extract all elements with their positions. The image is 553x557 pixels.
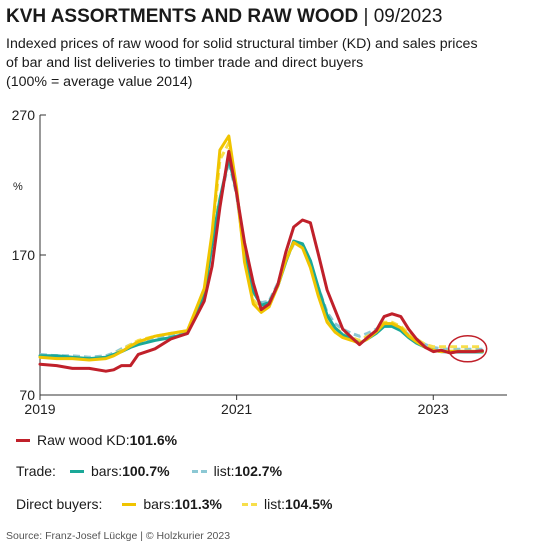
chart-series — [38, 134, 484, 373]
y-axis-unit: % — [13, 181, 23, 193]
series-line-raw-wood-kd — [38, 149, 484, 373]
legend-swatch-trade-bars — [69, 469, 84, 473]
title-main: KVH ASSORTMENTS AND RAW WOOD — [6, 6, 359, 27]
legend-trade-list-value: 102.7% — [234, 463, 283, 479]
legend-direct-list-value: 104.5% — [284, 496, 333, 512]
legend-trade-label: Trade: — [16, 463, 56, 479]
legend-swatch-raw-wood — [16, 438, 30, 442]
chart-subtitle: Indexed prices of raw wood for solid str… — [6, 35, 546, 92]
line-chart: 70 170 270% 2019 2021 2023 — [12, 107, 507, 417]
legend-trade-bars-label: bars: — [90, 463, 123, 479]
legend-direct-label: Direct buyers: — [16, 496, 103, 512]
legend-swatch-direct-list — [241, 502, 257, 506]
x-tick-label: 2021 — [221, 401, 252, 417]
series-line-trade-list — [39, 159, 483, 359]
title-separator: | — [358, 6, 374, 27]
chart-title: KVH ASSORTMENTS AND RAW WOOD | 09/2023 — [6, 6, 442, 28]
subtitle-line-2: of bar and list deliveries to timber tra… — [6, 55, 364, 71]
highlight-circle — [447, 335, 488, 363]
series-line-trade-bars — [38, 156, 484, 361]
legend-raw-value: 101.6% — [129, 432, 178, 448]
legend-swatch-direct-bars — [122, 502, 137, 506]
legend-raw-wood: Raw wood KD: 101.6% — [16, 432, 177, 448]
legend-direct-bars-label: bars: — [143, 496, 175, 512]
title-date: 09/2023 — [373, 6, 443, 27]
legend-trade-bars-value: 100.7% — [122, 463, 170, 479]
legend-direct-list-label: list: — [263, 496, 285, 512]
chart-axes: 70 170 270% 2019 2021 2023 — [12, 107, 507, 417]
legend-trade-list-label: list: — [213, 463, 235, 479]
chart-highlight — [447, 335, 488, 363]
series-line-direct-buyers-bars — [38, 134, 484, 362]
y-tick-label: 70 — [19, 387, 35, 403]
y-tick-label: 170 — [12, 247, 36, 263]
legend-direct-bars-value: 101.3% — [174, 496, 222, 512]
legend-raw-label: Raw wood KD: — [37, 432, 130, 448]
subtitle-line-3: (100% = average value 2014) — [6, 74, 193, 90]
legend-direct-buyers: Direct buyers: bars: 101.3% list: 104.5% — [16, 496, 332, 512]
x-tick-label: 2023 — [418, 401, 449, 417]
y-tick-label: 270 — [12, 107, 36, 123]
legend-trade: Trade: bars: 100.7% list: 102.7% — [16, 463, 282, 479]
series-line-direct-buyers-list — [39, 141, 483, 361]
source-credit: Source: Franz-Josef Lückge | © Holzkurie… — [6, 530, 231, 542]
legend-swatch-trade-list — [191, 469, 207, 473]
x-tick-label: 2019 — [24, 401, 55, 417]
subtitle-line-1: Indexed prices of raw wood for solid str… — [6, 36, 478, 52]
